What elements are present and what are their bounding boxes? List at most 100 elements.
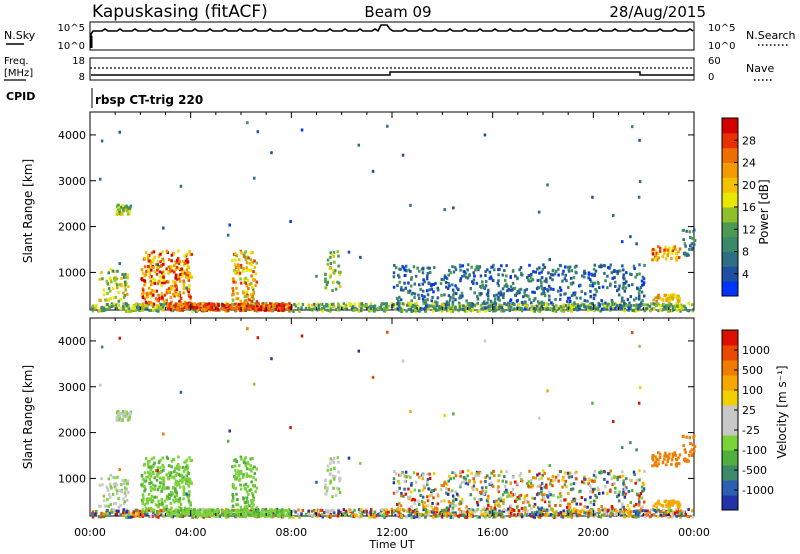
velocity-cell xyxy=(657,515,660,519)
power-cell xyxy=(243,303,246,307)
velocity-cell xyxy=(239,505,243,509)
velocity-cell xyxy=(178,505,181,509)
power-cell xyxy=(567,285,570,289)
power-cell xyxy=(569,304,572,308)
power-cell xyxy=(144,251,148,255)
velocity-cell xyxy=(506,490,509,494)
power-cell xyxy=(534,270,538,274)
power-cell xyxy=(464,306,467,310)
velocity-cell xyxy=(146,462,150,466)
velocity-cell xyxy=(638,494,641,498)
power-cell xyxy=(546,306,550,310)
velocity-cell xyxy=(156,466,160,470)
velocity-cell xyxy=(204,508,208,512)
power-cell xyxy=(285,308,289,312)
power-cell xyxy=(464,275,468,279)
power-cell xyxy=(677,250,680,254)
velocity-cell xyxy=(430,493,434,497)
power-cell xyxy=(173,294,176,298)
velocity-cell xyxy=(542,469,545,473)
power-cell xyxy=(493,300,497,304)
velocity-cell xyxy=(497,497,501,501)
velocity-cell xyxy=(607,472,610,476)
power-cell xyxy=(188,305,191,309)
power-cell xyxy=(166,289,170,293)
velocity-cell xyxy=(145,499,149,503)
velocity-cell xyxy=(140,474,144,478)
velocity-cell xyxy=(338,479,341,483)
velocity-cell xyxy=(577,510,580,514)
power-cell xyxy=(480,307,483,311)
power-cell xyxy=(574,306,578,310)
velocity-cell xyxy=(159,466,162,470)
power-cell xyxy=(257,308,260,312)
power-cell xyxy=(503,278,507,282)
velocity-cell xyxy=(153,484,157,488)
power-cell xyxy=(655,299,658,303)
power-cell xyxy=(476,309,479,313)
power-cell xyxy=(101,277,104,281)
power-cell xyxy=(357,302,361,306)
power-cell xyxy=(691,246,694,250)
power-cell xyxy=(447,273,450,277)
velocity-cell xyxy=(435,510,439,514)
velocity-cell xyxy=(167,493,171,497)
power-cell xyxy=(398,295,401,299)
power-cell xyxy=(507,305,511,309)
power-cell xyxy=(516,276,519,280)
power-cell xyxy=(396,307,399,311)
velocity-cell xyxy=(109,510,113,514)
velocity-cell xyxy=(486,474,489,478)
power-cell xyxy=(606,286,609,290)
power-cell xyxy=(631,283,634,287)
power-cell xyxy=(116,204,120,208)
velocity-cell xyxy=(463,480,466,484)
power-cell xyxy=(644,303,647,307)
velocity-cell xyxy=(250,505,254,509)
velocity-cell xyxy=(237,474,240,478)
velocity-cell xyxy=(392,477,396,481)
power-cell xyxy=(459,303,463,307)
power-cell xyxy=(500,309,503,313)
power-cell xyxy=(554,306,557,310)
power-cell xyxy=(447,305,451,309)
power-cell xyxy=(235,297,238,301)
velocity-cell xyxy=(527,480,531,484)
power-cell xyxy=(423,295,426,299)
power-cell xyxy=(502,292,506,296)
velocity-cell xyxy=(690,509,694,513)
velocity-cell xyxy=(177,472,181,476)
velocity-cell xyxy=(498,509,501,513)
power-cell xyxy=(204,308,207,312)
power-cell xyxy=(484,270,487,274)
power-cell xyxy=(182,291,185,295)
velocity-cell xyxy=(165,455,169,459)
velocity-cell xyxy=(304,512,308,516)
velocity-cell xyxy=(452,476,456,480)
velocity-cell xyxy=(330,508,334,512)
velocity-cell xyxy=(621,510,625,514)
velocity-cell xyxy=(663,454,666,458)
power-cell xyxy=(486,294,490,298)
velocity-cell xyxy=(178,497,182,501)
power-cell xyxy=(566,299,569,303)
velocity-cell xyxy=(651,456,654,460)
power-cell xyxy=(641,303,644,307)
power-cell xyxy=(190,252,194,256)
power-cell xyxy=(232,277,235,281)
power-cell xyxy=(629,304,633,308)
velocity-cell xyxy=(432,489,436,493)
velocity-cell xyxy=(329,479,332,483)
velocity-cell xyxy=(611,482,615,486)
power-cell xyxy=(664,293,668,297)
velocity-cell xyxy=(173,495,177,499)
power-cell xyxy=(567,269,571,273)
velocity-cell xyxy=(510,509,513,513)
velocity-cell xyxy=(593,480,596,484)
velocity-cell xyxy=(542,507,545,511)
power-cell xyxy=(426,298,429,302)
velocity-cell xyxy=(252,496,255,500)
power-cell xyxy=(156,298,159,302)
power-cell xyxy=(190,275,194,279)
velocity-cell xyxy=(482,512,485,516)
